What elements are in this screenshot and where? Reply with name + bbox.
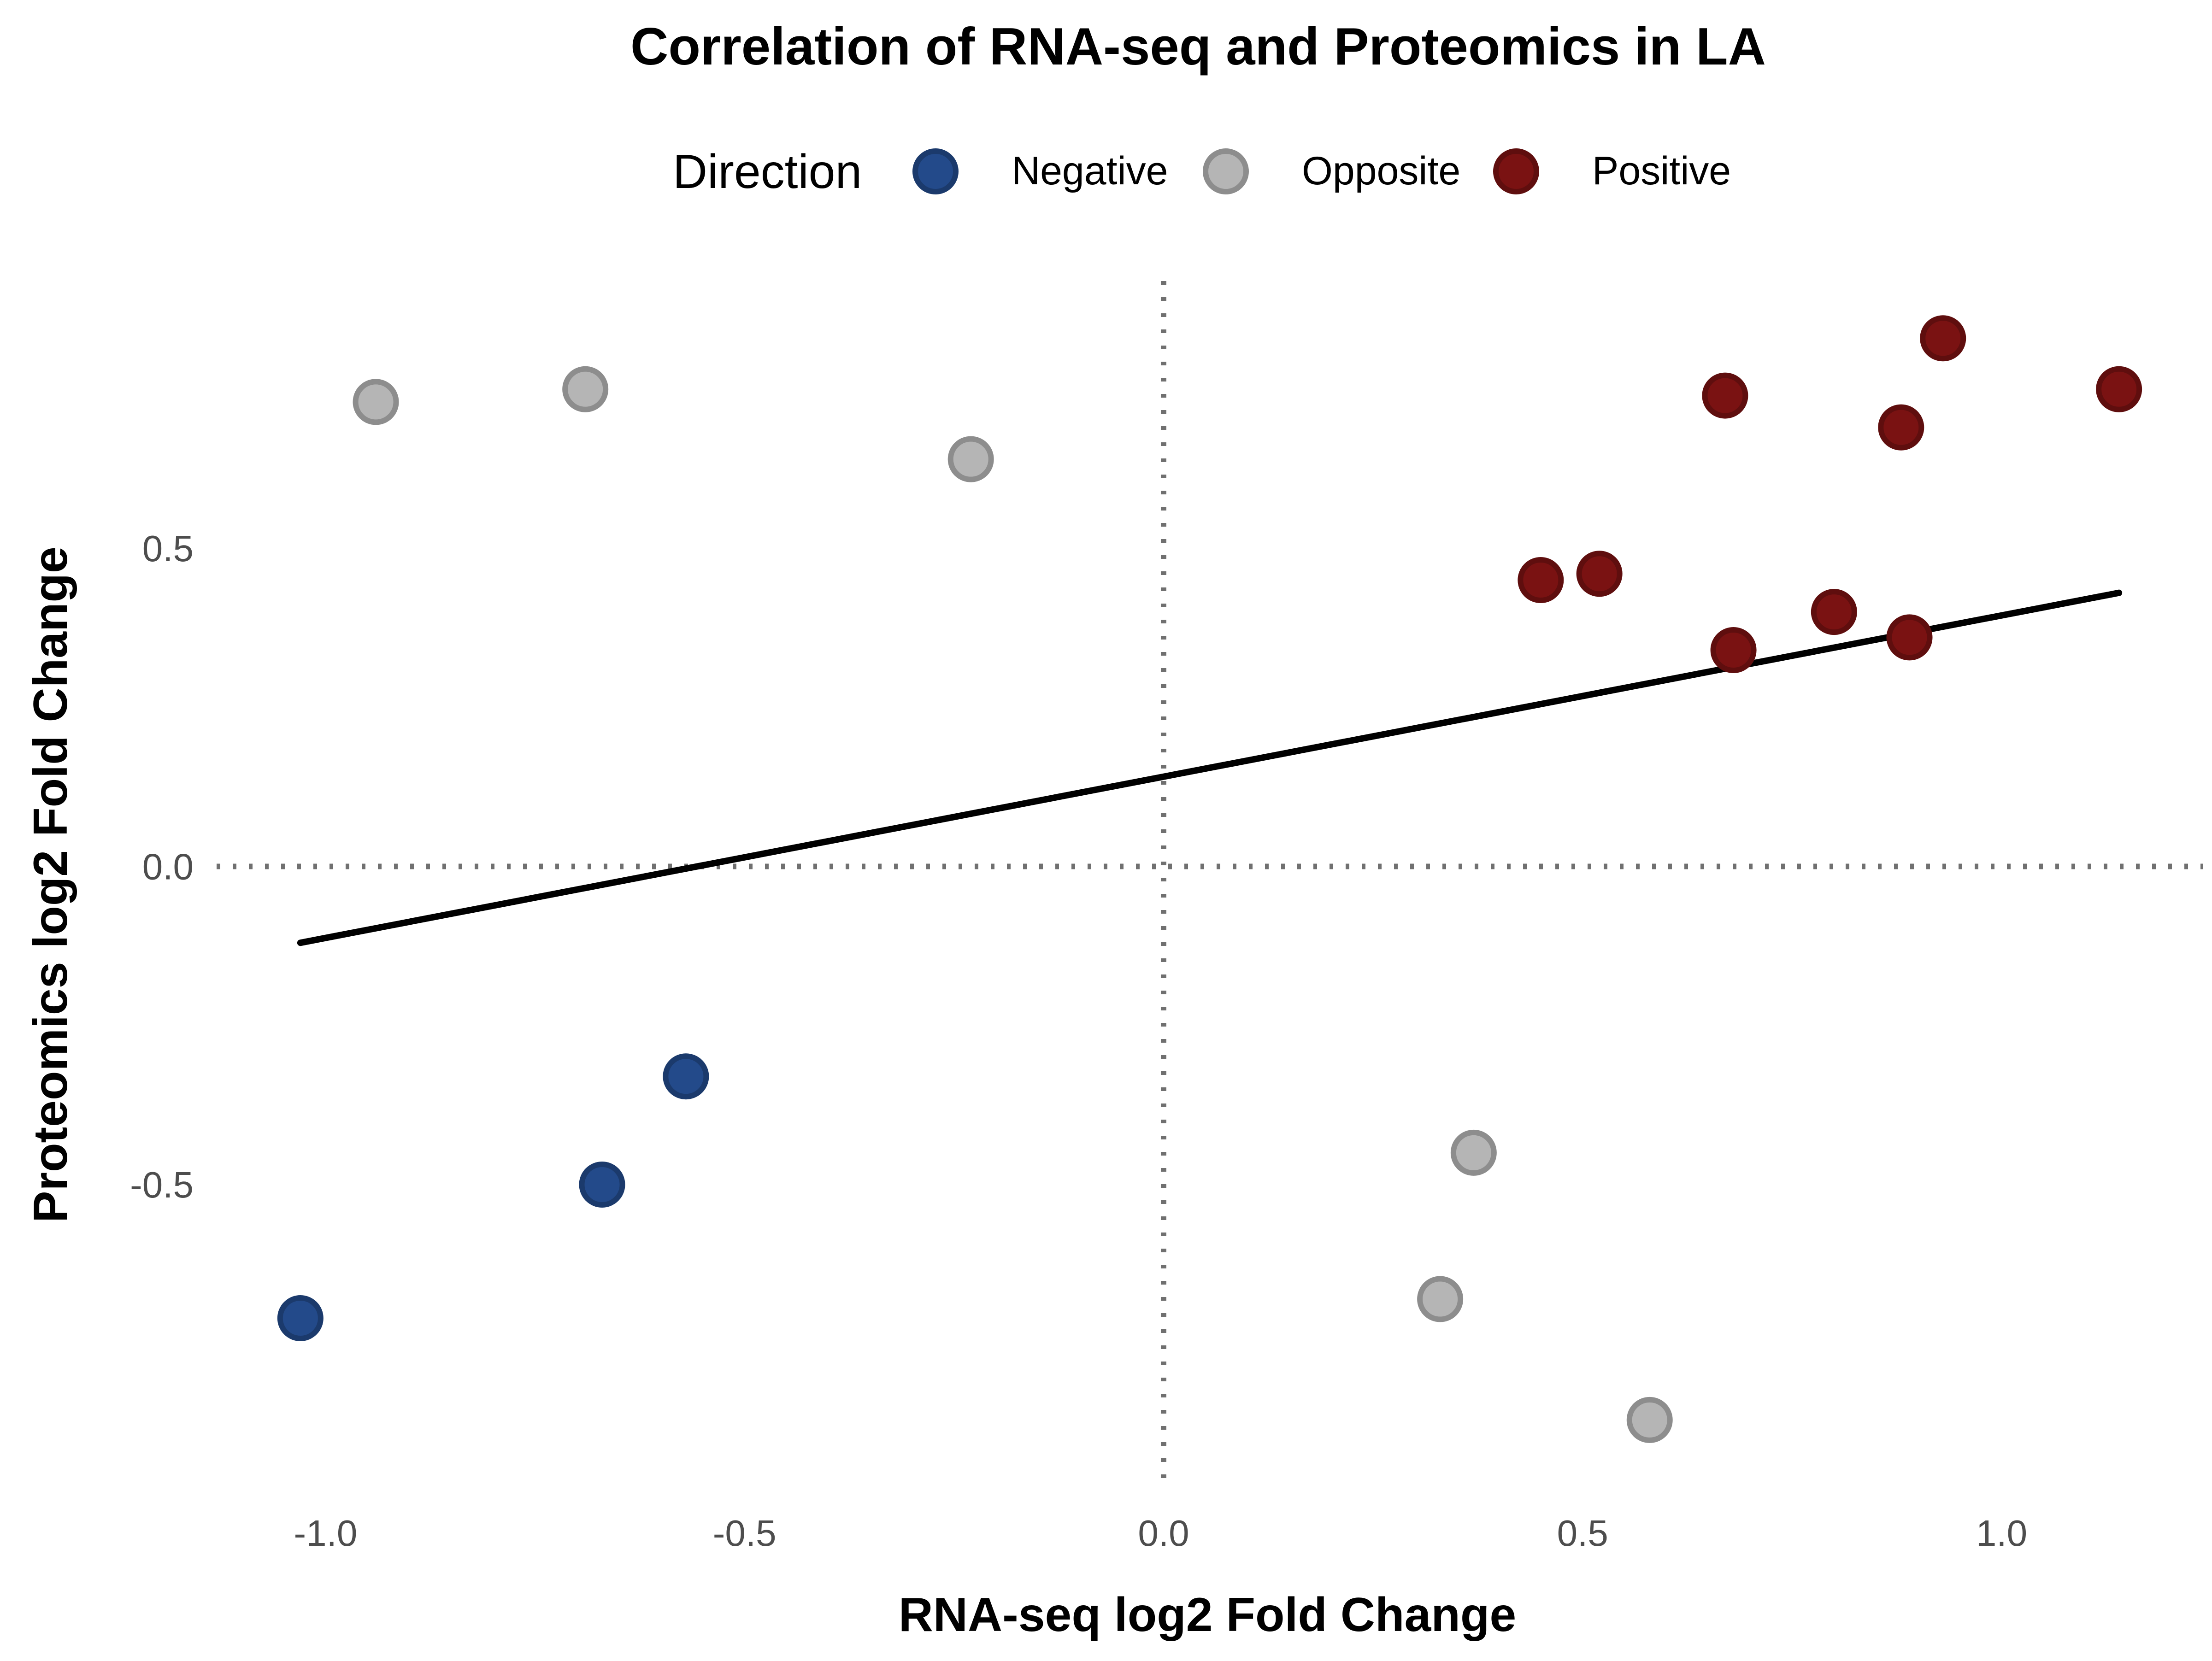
x-tick-label: -0.5 <box>713 1513 777 1554</box>
legend-label: Negative <box>1012 149 1168 193</box>
data-point <box>2096 366 2142 412</box>
x-tick-label: -1.0 <box>294 1513 357 1554</box>
data-point <box>579 1161 625 1208</box>
legend-title: Direction <box>673 145 862 199</box>
legend-swatch <box>912 148 959 194</box>
data-point <box>1920 315 1966 362</box>
series-opposite <box>353 366 1673 1443</box>
y-tick-label: 0.0 <box>142 846 194 887</box>
data-point <box>1450 1129 1497 1176</box>
data-point <box>353 379 399 425</box>
legend-item-opposite: Opposite <box>1203 148 1460 194</box>
data-point <box>1811 589 1857 635</box>
data-point <box>277 1295 324 1341</box>
data-point <box>1878 404 1924 451</box>
x-axis-title: RNA-seq log2 Fold Change <box>899 1588 1516 1642</box>
data-point <box>1417 1276 1464 1322</box>
trend-line <box>297 589 2123 946</box>
legend-items: Negative Opposite Positive <box>912 148 1731 194</box>
legend-swatch <box>1493 148 1539 194</box>
y-tick-label: 0.5 <box>142 528 194 569</box>
chart-title: Correlation of RNA-seq and Proteomics in… <box>630 18 1766 76</box>
data-point <box>1518 557 1564 604</box>
data-point <box>947 436 994 482</box>
data-point <box>663 1053 709 1100</box>
data-point <box>1886 614 1933 661</box>
plot-area: -1.0 -0.5 0.0 0.5 1.0 -0.5 0.0 0.5 <box>130 281 2203 1554</box>
x-tick-label: 1.0 <box>1976 1513 2027 1554</box>
series-positive <box>1518 315 2142 673</box>
data-point <box>562 366 609 412</box>
x-tick-label: 0.5 <box>1557 1513 1608 1554</box>
legend-swatch <box>1203 148 1249 194</box>
y-tick-label: -0.5 <box>130 1164 194 1205</box>
data-point <box>1626 1397 1673 1443</box>
legend-label: Opposite <box>1302 149 1460 193</box>
x-tick-label: 0.0 <box>1138 1513 1189 1554</box>
legend: Direction Negative Opposite Positive <box>673 145 1731 199</box>
y-axis-title: Proteomics log2 Fold Change <box>24 546 77 1223</box>
data-point <box>1702 372 1748 419</box>
legend-item-negative: Negative <box>912 148 1168 194</box>
series-negative <box>277 1053 709 1341</box>
legend-item-positive: Positive <box>1493 148 1731 194</box>
legend-label: Positive <box>1592 149 1731 193</box>
data-point <box>1710 627 1757 673</box>
data-point <box>1576 551 1623 597</box>
